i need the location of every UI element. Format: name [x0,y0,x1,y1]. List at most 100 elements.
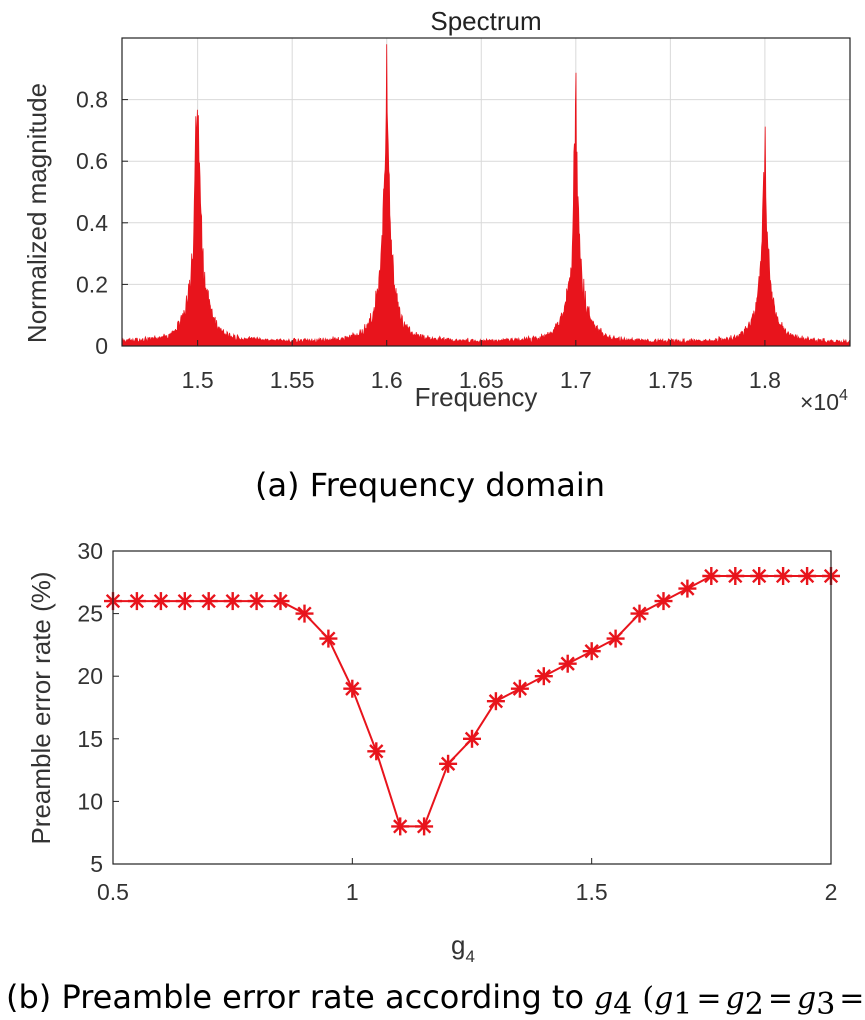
error-rate-point [175,592,194,611]
error-rate-point [247,592,266,611]
error-rate-point [199,592,218,611]
error-rate-point [223,592,242,611]
caption-b-g2-sub: 2 [745,987,764,1020]
spectrum-y-tick-label: 0.4 [76,210,108,236]
spectrum-plot-frame [121,37,851,347]
error-rate-marker-stroke [728,568,743,584]
error-rate-marker-stroke [129,593,145,609]
error-rate-x-tick-label: 0.5 [97,879,129,905]
error-rate-chart: 0.5 1 1.5 2 5 10 15 20 25 30 g4 Preamble error r… [26,538,840,966]
error-rate-y-tick-label: 5 [90,851,103,877]
caption-b-eq3: = [839,981,864,1016]
error-rate-point [367,742,386,761]
error-rate-point [798,567,817,585]
error-rate-y-tick-label: 25 [77,601,103,627]
error-rate-point [750,567,769,585]
error-rate-y-tick-label: 30 [77,538,103,564]
error-rate-marker-stroke [177,593,192,609]
spectrum-trace [121,44,851,347]
error-rate-x-tick-label: 1.5 [576,879,608,905]
error-rate-marker-stroke [632,606,647,621]
spectrum-x-multiplier-exp: 4 [839,387,848,404]
error-rate-marker-stroke [680,581,695,596]
error-rate-x-tick-label: 2 [825,879,838,905]
error-rate-marker-stroke [201,593,216,609]
spectrum-x-axis-label: Frequency [415,382,538,412]
error-rate-marker-stroke [584,644,599,659]
error-rate-y-tick-label: 20 [77,663,103,689]
error-rate-marker-stroke [153,593,169,609]
error-rate-marker-stroke [560,656,575,671]
caption-b-open: ( [642,981,654,1016]
error-rate-marker-stroke [488,694,504,709]
error-rate-marker-stroke [440,756,456,771]
error-rate-point [463,729,481,748]
error-rate-marker-stroke [273,593,288,609]
error-rate-marker-stroke [704,568,719,584]
spectrum-series [121,44,851,347]
error-rate-marker-stroke [775,568,791,584]
spectrum-chart: 1.5 1.55 1.6 1.65 1.7 1.75 1.8 0 0.2 0.4 0.6 0.8 S… [22,6,851,415]
error-rate-plot-frame [112,550,832,865]
caption-b-eq1: = [696,981,721,1016]
error-rate-point [319,629,338,648]
spectrum-x-tick-label: 1.8 [749,367,781,393]
error-rate-marker-stroke [536,669,551,684]
error-rate-point [295,604,314,623]
caption-b-g3-sub: 3 [816,987,835,1020]
spectrum-x-ticks: 1.5 1.55 1.6 1.65 1.7 1.75 1.8 [182,340,781,393]
error-rate-point [630,604,649,623]
spectrum-y-axis-label: Normalized magnitude [22,83,52,343]
spectrum-x-tick-label: 1.75 [648,367,693,393]
caption-b-g3: g [797,981,816,1016]
error-rate-marker-stroke [512,681,528,696]
error-rate-marker-stroke [297,606,312,621]
spectrum-y-tick-label: 0.2 [76,271,108,297]
error-rate-point [534,667,553,686]
spectrum-grid [122,38,850,346]
error-rate-line [113,575,831,828]
spectrum-title: Spectrum [430,6,541,36]
error-rate-series [104,567,840,836]
spectrum-y-tick-label: 0 [95,333,108,359]
error-rate-x-axis-label: g4 [451,930,475,966]
error-rate-y-axis-label: Preamble error rate (%) [26,571,56,844]
error-rate-y-ticks: 5 10 15 20 25 30 [77,538,119,877]
error-rate-marker-stroke [799,568,815,584]
error-rate-x-tick-label: 1 [346,879,359,905]
error-rate-y-tick-label: 15 [77,726,103,752]
error-rate-point [415,817,434,836]
caption-a: (a) Frequency domain [255,466,605,504]
error-rate-point [582,642,601,661]
spectrum-x-tick-label: 1.7 [560,367,592,393]
spectrum-x-tick-label: 1.55 [270,367,315,393]
spectrum-x-tick-label: 1.5 [182,367,214,393]
error-rate-marker-stroke [608,631,623,646]
error-rate-y-tick-label: 10 [77,788,103,814]
caption-b-text: (b) Preamble error rate according to [6,978,584,1016]
error-rate-point [774,567,793,585]
error-rate-x-axis-label-base: g [451,930,465,960]
error-rate-marker-stroke [225,593,240,609]
error-rate-point [439,754,458,773]
caption-b-g2: g [726,981,745,1016]
error-rate-x-axis-label-sub: 4 [466,947,475,966]
caption-b-var: g [594,981,613,1016]
error-rate-point [127,592,146,611]
caption-b-eq2: = [768,981,793,1016]
error-rate-point [343,679,362,698]
error-rate-marker-stroke [752,568,767,584]
caption-b-g1: g [654,981,673,1016]
error-rate-point [391,817,410,836]
spectrum-x-tick-label: 1.65 [459,367,504,393]
error-rate-point [606,629,625,648]
error-rate-point [702,567,721,585]
error-rate-point [726,567,745,585]
error-rate-point [654,592,673,611]
error-rate-marker-stroke [321,631,336,646]
spectrum-y-tick-label: 0.6 [76,148,108,174]
error-rate-marker-stroke [416,819,432,834]
spectrum-y-ticks: 0 0.2 0.4 0.6 0.8 [76,87,128,359]
error-rate-point [486,692,505,711]
